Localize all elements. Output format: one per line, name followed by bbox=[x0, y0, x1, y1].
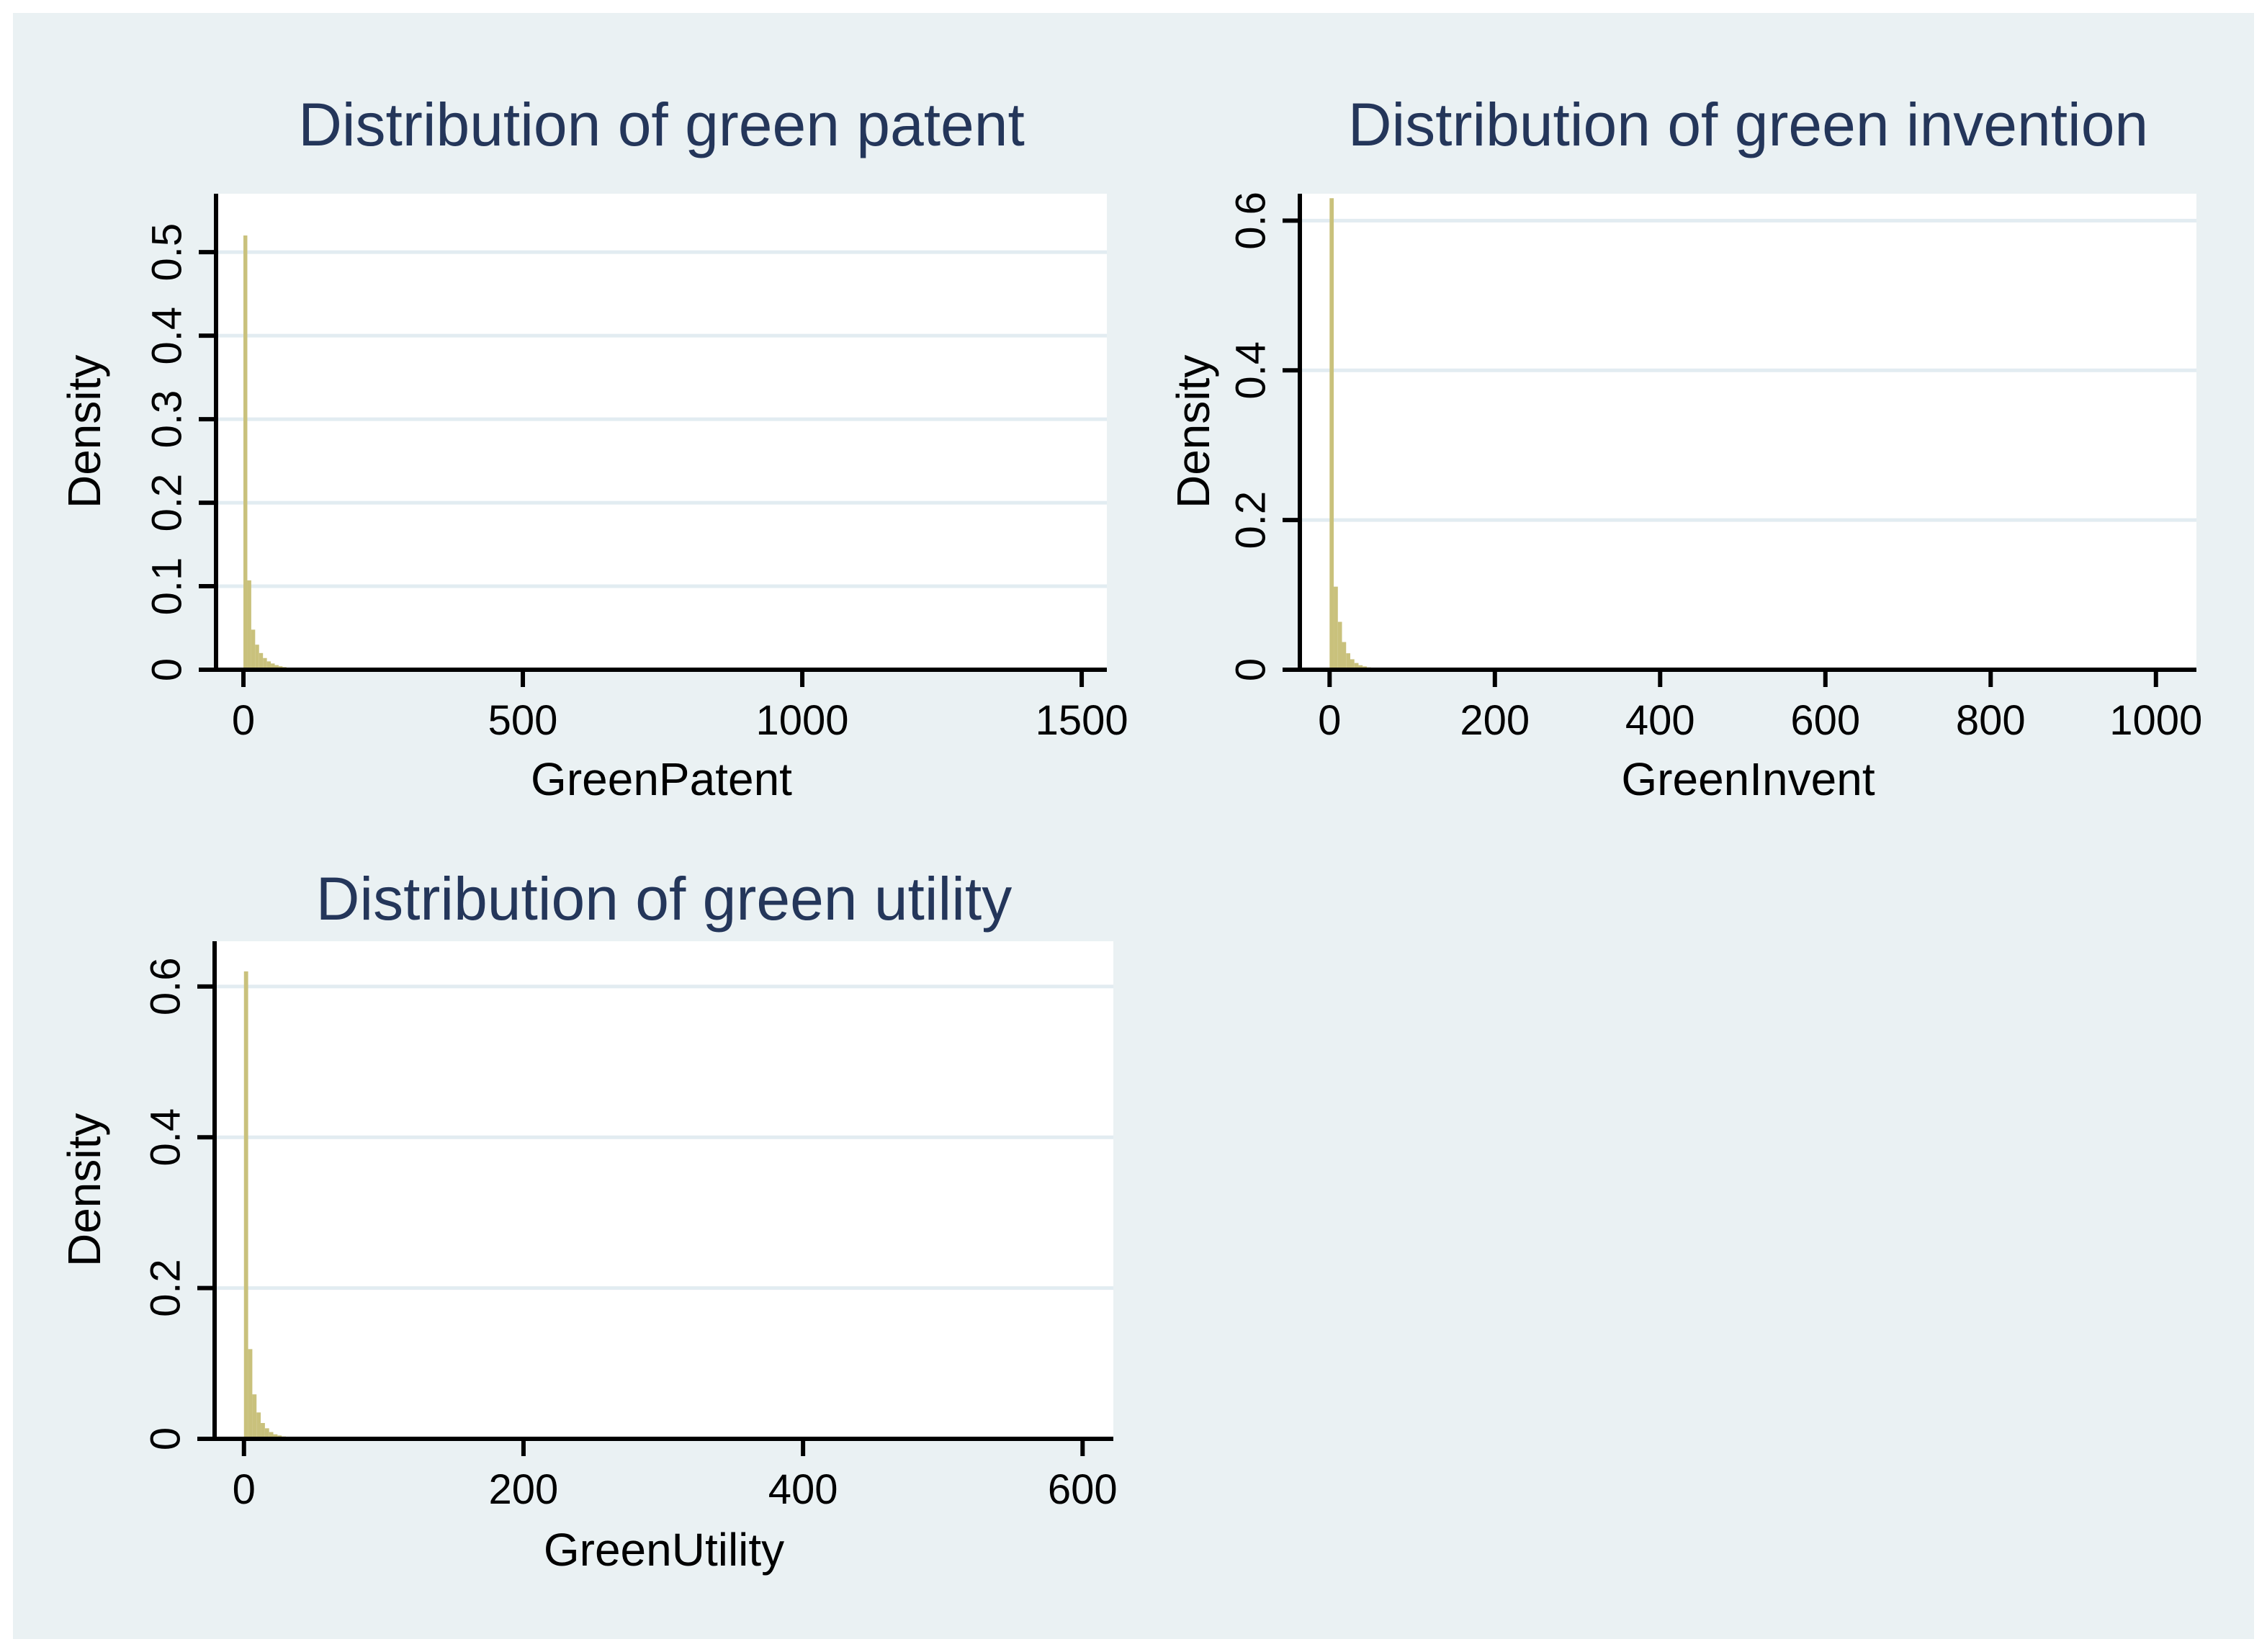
plot-area: 0 200 400 600 0 0.2 0.4 0.6 bbox=[142, 941, 1118, 1513]
histogram-bar bbox=[243, 971, 248, 1439]
histogram-bar bbox=[256, 1412, 261, 1439]
histogram-bar bbox=[259, 652, 264, 670]
histogram-bar bbox=[1337, 621, 1342, 670]
histogram-bar bbox=[252, 1394, 257, 1439]
y-tick-label: 0.2 bbox=[143, 474, 190, 532]
x-tick-label: 200 bbox=[489, 1466, 559, 1513]
histogram-bar bbox=[248, 1349, 253, 1439]
y-tick-label: 0.3 bbox=[143, 390, 190, 449]
x-tick-label: 1000 bbox=[756, 697, 849, 744]
histogram-bar bbox=[1350, 659, 1355, 670]
chart-green-patent: Distribution of green patent Density 0 50… bbox=[29, 29, 1131, 821]
histogram-bar bbox=[263, 657, 267, 670]
x-tick-label: 0 bbox=[232, 697, 255, 744]
plot-background bbox=[1300, 194, 2196, 670]
histogram-bar bbox=[1342, 642, 1347, 670]
histogram-bar bbox=[247, 580, 251, 670]
chart-title: Distribution of green utility bbox=[315, 865, 1013, 933]
figure-canvas: Distribution of green patent Density 0 50… bbox=[13, 13, 2254, 1639]
histogram-bar bbox=[273, 1434, 278, 1439]
y-tick-label: 0.4 bbox=[142, 1108, 189, 1167]
histogram-bar bbox=[255, 645, 259, 670]
histogram-bar bbox=[271, 663, 275, 670]
y-tick-label: 0 bbox=[1227, 658, 1274, 681]
x-tick-label: 600 bbox=[1048, 1466, 1118, 1513]
histogram-bar bbox=[269, 1432, 274, 1439]
x-tick-label: 0 bbox=[233, 1466, 256, 1513]
gridlines bbox=[215, 984, 1113, 1290]
chart-title: Distribution of green patent bbox=[298, 91, 1025, 158]
histogram-bar bbox=[251, 629, 256, 670]
y-tick-label: 0 bbox=[142, 1427, 189, 1450]
plot-area: 0 200 400 600 800 1000 0 0.2 0.4 0.6 bbox=[1227, 192, 2202, 744]
x-axis-title: GreenInvent bbox=[1621, 753, 1875, 805]
x-axis-title: GreenPatent bbox=[531, 753, 792, 805]
chart-title: Distribution of green invention bbox=[1347, 91, 2149, 158]
x-tick-label: 0 bbox=[1318, 697, 1341, 744]
histogram-bar bbox=[1354, 663, 1359, 670]
y-tick-label: 0.6 bbox=[142, 957, 189, 1015]
histogram-bar bbox=[1346, 653, 1350, 670]
x-tick-label: 400 bbox=[768, 1466, 838, 1513]
chart-green-invention: Distribution of green invention Density … bbox=[1138, 29, 2240, 821]
y-tick-label: 0.4 bbox=[143, 307, 190, 365]
plot-background bbox=[216, 194, 1107, 670]
x-tick-label: 500 bbox=[488, 697, 558, 744]
x-tick-label: 1500 bbox=[1036, 697, 1128, 744]
gridlines bbox=[216, 250, 1107, 588]
histogram-bar bbox=[243, 235, 248, 670]
y-tick-label: 0 bbox=[143, 658, 190, 681]
y-tick-label: 0.4 bbox=[1227, 341, 1274, 400]
x-tick-label: 600 bbox=[1790, 697, 1860, 744]
y-tick-label: 0.2 bbox=[142, 1259, 189, 1317]
x-axis-title: GreenUtility bbox=[543, 1524, 785, 1576]
x-tick-label: 1000 bbox=[2109, 697, 2202, 744]
histogram-bar bbox=[1334, 586, 1338, 670]
plot-area: 0 500 1000 1500 0 0.1 0.2 0.3 0.4 0.5 bbox=[143, 194, 1128, 744]
gridlines bbox=[1300, 218, 2196, 522]
y-tick-label: 0.1 bbox=[143, 557, 190, 616]
histogram-bar bbox=[264, 1428, 269, 1439]
histogram-bar bbox=[261, 1423, 265, 1439]
x-tick-label: 200 bbox=[1460, 697, 1530, 744]
x-tick-label: 400 bbox=[1625, 697, 1695, 744]
y-tick-label: 0.5 bbox=[143, 223, 190, 282]
x-tick-label: 800 bbox=[1956, 697, 2026, 744]
y-tick-label: 0.6 bbox=[1227, 192, 1274, 250]
y-tick-label: 0.2 bbox=[1227, 491, 1274, 549]
plot-background bbox=[215, 941, 1113, 1439]
histogram-bar bbox=[274, 665, 279, 670]
histogram-bar bbox=[266, 661, 271, 670]
histogram-bar bbox=[1329, 198, 1334, 670]
histogram-bar bbox=[1358, 665, 1363, 670]
